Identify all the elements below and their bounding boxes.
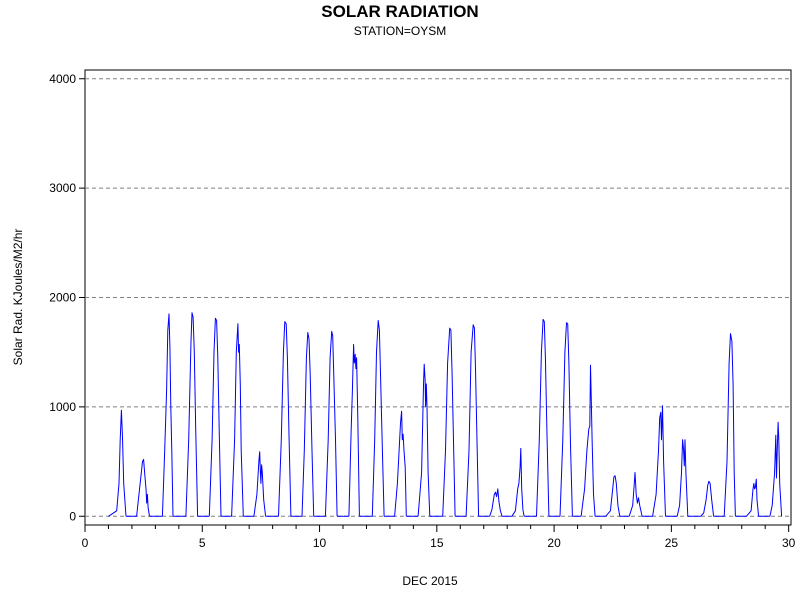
series-line-day-28 bbox=[746, 478, 760, 517]
series-line-day-5 bbox=[208, 317, 222, 517]
series-line-day-17 bbox=[489, 488, 503, 517]
chart-subtitle: STATION=OYSM bbox=[354, 24, 447, 38]
y-tick-label: 2000 bbox=[49, 291, 76, 305]
y-axis-label: Solar Rad. KJoules/M2/hr bbox=[11, 229, 25, 366]
chart-title: SOLAR RADIATION bbox=[321, 2, 478, 21]
x-tick-label: 0 bbox=[82, 536, 89, 550]
y-axis: 0 1000 2000 3000 4000 bbox=[49, 72, 85, 523]
series-line-day-15 bbox=[442, 327, 456, 517]
series-line-day-10 bbox=[324, 330, 338, 517]
series-line-day-11 bbox=[348, 344, 360, 517]
series-line-day-26 bbox=[700, 480, 715, 517]
series-line-day-21 bbox=[580, 364, 596, 517]
y-tick-label: 0 bbox=[69, 509, 76, 523]
series-line-day-27 bbox=[723, 333, 736, 517]
series-line-day-14 bbox=[417, 363, 431, 517]
x-axis-label: DEC 2015 bbox=[402, 574, 458, 588]
series-line-day-19 bbox=[536, 318, 550, 517]
x-tick-label: 30 bbox=[782, 536, 796, 550]
series-line-day-22 bbox=[605, 475, 621, 517]
series-group bbox=[108, 312, 783, 517]
series-line-day-20 bbox=[559, 322, 573, 517]
series-line-day-1 bbox=[108, 409, 127, 517]
series-line-day-12 bbox=[371, 320, 385, 517]
series-line-day-8 bbox=[278, 321, 292, 517]
series-line-day-4 bbox=[185, 312, 199, 517]
y-tick-label: 3000 bbox=[49, 181, 76, 195]
series-line-day-2 bbox=[136, 458, 150, 517]
series-line-day-7 bbox=[253, 451, 267, 517]
series-line-day-16 bbox=[465, 324, 480, 517]
series-line-day-23 bbox=[628, 472, 643, 517]
x-axis: 0 5 10 15 20 25 30 bbox=[82, 525, 796, 550]
series-line-day-18 bbox=[511, 447, 525, 517]
series-line-day-24 bbox=[652, 405, 666, 517]
x-tick-label: 15 bbox=[430, 536, 444, 550]
series-line-day-25 bbox=[676, 439, 689, 517]
y-tick-label: 4000 bbox=[49, 72, 76, 86]
series-line-day-3 bbox=[161, 313, 174, 517]
x-tick-label: 20 bbox=[547, 536, 561, 550]
x-tick-label: 10 bbox=[313, 536, 327, 550]
x-tick-label: 5 bbox=[199, 536, 206, 550]
series-line-day-13 bbox=[394, 410, 407, 517]
series-line-day-29 bbox=[769, 421, 783, 517]
x-tick-label: 25 bbox=[665, 536, 679, 550]
series-line-day-9 bbox=[301, 332, 315, 517]
y-tick-label: 1000 bbox=[49, 400, 76, 414]
series-line-day-6 bbox=[231, 323, 244, 517]
